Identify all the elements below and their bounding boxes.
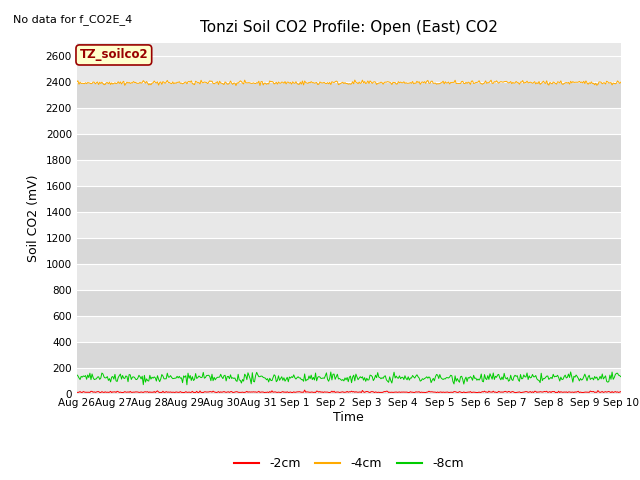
-2cm (180, 390, 188, 396)
Bar (77, 186, 621, 212)
-4cm (606, 80, 614, 85)
-2cm (333, 389, 341, 395)
-4cm (399, 80, 406, 85)
-8cm (73, 372, 81, 378)
-4cm (332, 78, 340, 84)
-2cm (337, 389, 344, 395)
Title: Tonzi Soil CO2 Profile: Open (East) CO2: Tonzi Soil CO2 Profile: Open (East) CO2 (200, 20, 498, 35)
-4cm (521, 80, 529, 85)
Bar (77, 264, 621, 290)
Legend: -2cm, -4cm, -8cm: -2cm, -4cm, -8cm (229, 453, 468, 475)
Line: -2cm: -2cm (77, 390, 621, 393)
Bar (77, 238, 621, 264)
-4cm (617, 79, 625, 85)
-2cm (369, 389, 377, 395)
-4cm (73, 79, 81, 84)
Bar (77, 368, 621, 394)
-2cm (617, 389, 625, 395)
Bar (77, 134, 621, 160)
Bar (77, 82, 621, 108)
-8cm (336, 376, 344, 382)
-8cm (520, 372, 527, 378)
-4cm (232, 83, 240, 88)
Line: -4cm: -4cm (77, 80, 621, 85)
Bar (77, 290, 621, 316)
-8cm (398, 374, 406, 380)
Text: No data for f_CO2E_4: No data for f_CO2E_4 (13, 14, 132, 25)
Text: TZ_soilco2: TZ_soilco2 (79, 48, 148, 61)
-4cm (369, 79, 377, 85)
-2cm (399, 389, 406, 395)
-4cm (336, 81, 344, 87)
Line: -8cm: -8cm (77, 372, 621, 385)
-8cm (183, 382, 191, 388)
Y-axis label: Soil CO2 (mV): Soil CO2 (mV) (27, 175, 40, 262)
Bar (77, 108, 621, 134)
-8cm (332, 374, 340, 380)
-2cm (521, 389, 529, 395)
Bar (77, 316, 621, 342)
-8cm (369, 374, 376, 380)
-8cm (606, 372, 614, 378)
-4cm (351, 77, 358, 83)
-8cm (567, 369, 575, 375)
Bar (77, 56, 621, 82)
Bar (77, 212, 621, 238)
Bar (77, 342, 621, 368)
-8cm (617, 374, 625, 380)
X-axis label: Time: Time (333, 411, 364, 424)
Bar (77, 160, 621, 186)
-2cm (73, 389, 81, 395)
-2cm (606, 389, 614, 395)
-2cm (301, 387, 308, 393)
